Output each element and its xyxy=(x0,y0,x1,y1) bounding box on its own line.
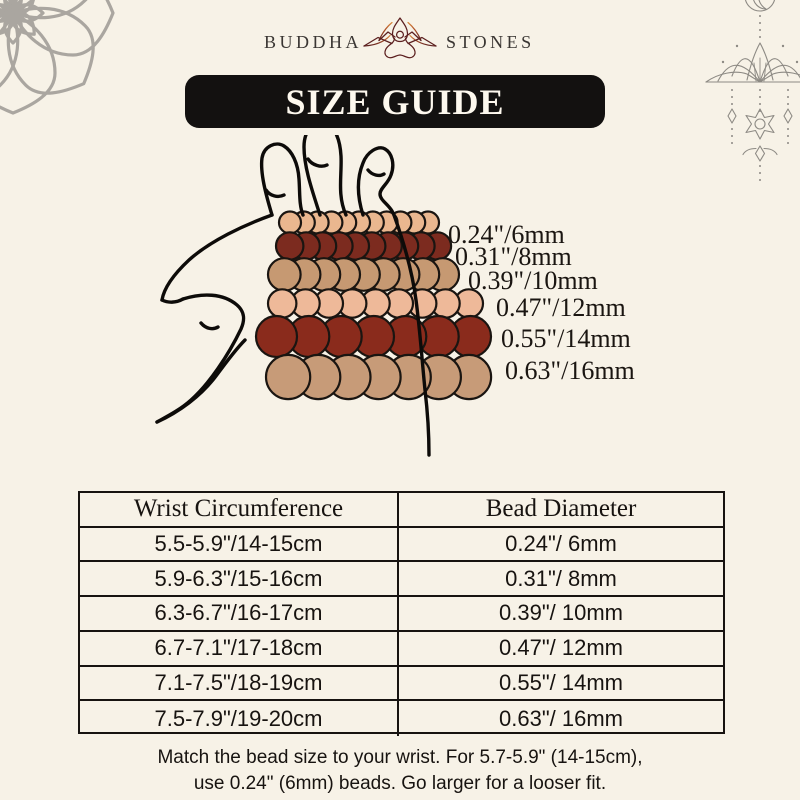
svg-text:0.55"/14mm: 0.55"/14mm xyxy=(501,324,631,353)
svg-text:0.47"/12mm: 0.47"/12mm xyxy=(496,293,626,322)
svg-text:0.39"/10mm: 0.39"/10mm xyxy=(468,266,598,295)
svg-text:0.63"/16mm: 0.63"/16mm xyxy=(505,356,635,385)
